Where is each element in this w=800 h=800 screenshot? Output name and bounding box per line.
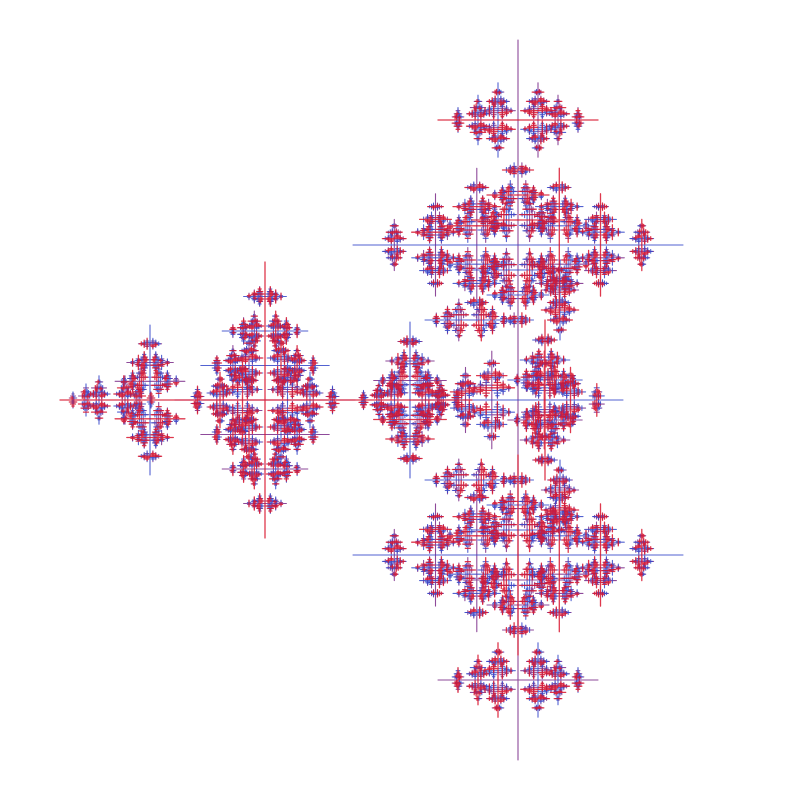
fractal-strokes <box>59 39 684 761</box>
fractal-red-strokes <box>59 88 654 718</box>
